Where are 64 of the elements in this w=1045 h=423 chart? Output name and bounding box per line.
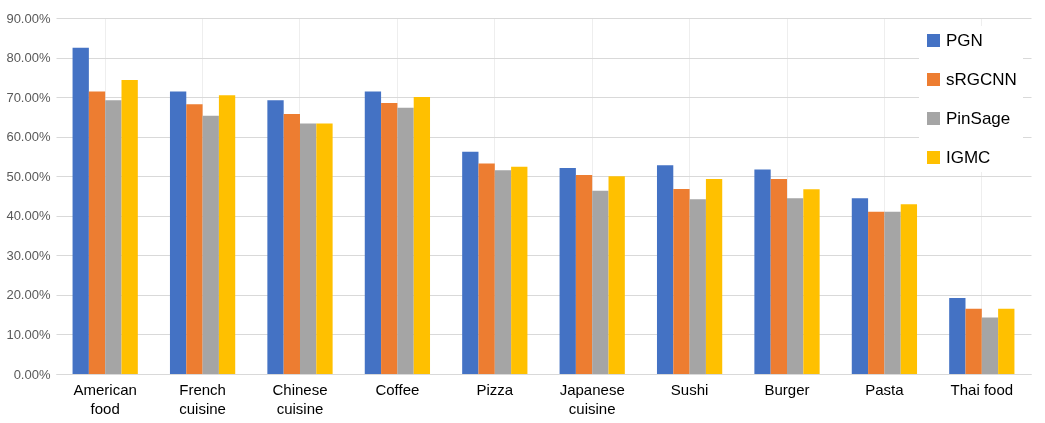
legend-label: PinSage — [946, 108, 1011, 128]
x-tick-label: Pasta — [865, 380, 905, 398]
bar — [316, 123, 333, 374]
x-tick-label: Japanese cuisine — [559, 380, 625, 417]
bar — [884, 211, 901, 374]
bar — [559, 167, 576, 374]
bar — [592, 190, 609, 374]
bar — [381, 103, 398, 374]
bar — [981, 317, 999, 374]
bar — [299, 123, 317, 374]
bar — [787, 198, 804, 374]
bar — [656, 165, 674, 374]
x-tick-label: Pizza — [476, 380, 514, 398]
legend-label: sRGCNN — [946, 69, 1017, 89]
bar — [169, 91, 187, 374]
bar — [949, 298, 966, 374]
y-tick-label: 90.00% — [6, 10, 51, 26]
bar — [397, 107, 414, 374]
bar — [283, 114, 300, 374]
bar — [770, 178, 788, 374]
bar — [267, 100, 284, 374]
y-tick-label: 70.00% — [6, 89, 51, 105]
x-tick-label: French cuisine — [179, 380, 226, 417]
bar — [88, 91, 106, 374]
y-tick-label: 40.00% — [6, 208, 51, 224]
y-tick-label: 30.00% — [6, 247, 51, 263]
bar — [998, 308, 1015, 374]
bar — [478, 163, 495, 374]
y-tick-label: 60.00% — [6, 129, 51, 145]
bar — [105, 100, 122, 374]
y-tick-label: 80.00% — [6, 50, 51, 66]
bar — [186, 104, 203, 374]
bar — [803, 189, 820, 374]
x-tick-label: Chinese cuisine — [272, 380, 328, 417]
bar — [868, 211, 885, 374]
bar — [413, 97, 431, 374]
y-tick-label: 0.00% — [13, 366, 51, 382]
bar — [202, 115, 219, 374]
bar — [900, 204, 918, 374]
bar — [754, 169, 771, 374]
bar — [511, 166, 528, 374]
x-tick-label: Sushi — [670, 380, 709, 398]
bar — [673, 188, 690, 374]
y-tick-label: 20.00% — [6, 287, 51, 303]
x-tick-label: Coffee — [375, 380, 420, 398]
bar — [965, 308, 982, 374]
bar — [689, 199, 706, 374]
bar — [705, 178, 723, 374]
y-tick-label: 50.00% — [6, 168, 51, 184]
y-tick-label: 10.00% — [6, 326, 51, 342]
x-tick-label: American food — [73, 380, 137, 417]
x-tick-label: Burger — [764, 380, 810, 398]
bar — [575, 175, 593, 374]
bar — [364, 91, 382, 374]
bar — [608, 176, 625, 374]
bar — [121, 80, 138, 374]
legend-label: PGN — [946, 30, 983, 50]
bar — [72, 47, 89, 374]
bar — [462, 151, 479, 374]
bar — [494, 170, 512, 374]
x-tick-label: Thai food — [950, 380, 1014, 398]
bar — [218, 95, 236, 374]
legend-label: IGMC — [946, 147, 991, 167]
bar — [851, 198, 869, 374]
